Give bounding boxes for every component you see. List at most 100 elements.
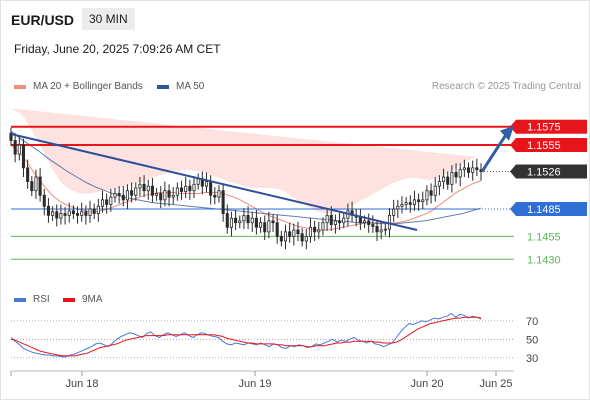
candle	[146, 185, 150, 192]
candle	[134, 187, 138, 196]
price-level-label: 1.1555	[527, 140, 561, 152]
price-level-label: 1.1455	[527, 231, 561, 243]
legend-label-9ma: 9MA	[82, 294, 103, 305]
candle	[329, 214, 333, 225]
candle	[283, 231, 288, 242]
candle	[367, 220, 371, 225]
price-tag-bg	[516, 119, 587, 134]
candle	[292, 229, 296, 237]
candle	[267, 220, 271, 233]
interval-button[interactable]: 30 MIN	[82, 8, 135, 30]
candle	[275, 222, 279, 237]
ma50-line	[10, 130, 482, 225]
legend-label-ma20: MA 20 + Bollinger Bands	[33, 81, 143, 92]
price-tag-bg	[516, 164, 587, 179]
candle	[325, 214, 329, 224]
candle	[26, 167, 30, 182]
candle	[163, 190, 167, 201]
candle	[88, 208, 92, 216]
candle	[313, 226, 317, 233]
candle	[175, 187, 179, 196]
candle	[21, 144, 26, 169]
candle	[417, 199, 421, 203]
candle	[475, 167, 479, 171]
candle	[379, 229, 383, 233]
candle	[17, 144, 21, 155]
candle	[288, 231, 292, 237]
candle	[342, 217, 346, 224]
rsi-ma-line	[10, 316, 482, 357]
candle	[138, 183, 142, 189]
candle	[383, 228, 387, 231]
candle	[321, 222, 325, 231]
rsi-tick-label: 70	[526, 316, 538, 328]
candle	[454, 172, 458, 178]
candle	[408, 202, 412, 205]
price-tag-arrow	[510, 138, 516, 152]
candle	[254, 217, 258, 228]
candle	[46, 205, 50, 216]
candle	[30, 181, 34, 192]
candle	[263, 222, 267, 233]
candle	[209, 181, 213, 196]
rsi-tick-label: 30	[526, 353, 538, 365]
candle	[242, 214, 246, 222]
candle	[358, 216, 362, 224]
candle	[317, 229, 321, 233]
candle	[150, 185, 154, 196]
candle	[458, 169, 462, 178]
candle	[412, 199, 416, 205]
candle	[171, 194, 175, 198]
candle	[34, 176, 38, 192]
chart-header: EUR/USD 30 MIN	[1, 1, 589, 37]
candle	[51, 211, 55, 216]
time-tick-label: Jun 20	[410, 378, 443, 390]
candle	[421, 199, 425, 203]
candle	[130, 190, 134, 196]
price-tag-arrow	[510, 164, 516, 179]
price-tag-bg	[516, 138, 587, 152]
candle	[67, 210, 71, 216]
candle	[192, 183, 196, 192]
time-tick-label: Jun 25	[479, 378, 512, 390]
candle	[229, 217, 233, 228]
price-tag-arrow	[510, 202, 516, 216]
candle	[433, 185, 437, 196]
candle	[296, 229, 300, 235]
candle	[55, 211, 59, 219]
candle	[437, 181, 441, 187]
price-level-label: 1.1575	[527, 122, 561, 134]
price-level-label: 1.1430	[527, 254, 561, 266]
candle	[13, 140, 17, 155]
candle	[271, 220, 275, 224]
candle	[188, 185, 192, 192]
candle	[84, 211, 88, 216]
candle	[113, 193, 117, 198]
candle	[71, 210, 75, 214]
candle	[338, 220, 342, 224]
candle	[234, 217, 238, 224]
candle	[109, 196, 113, 205]
candle	[404, 202, 408, 205]
candle	[92, 208, 96, 214]
candle	[371, 224, 375, 227]
candle	[250, 217, 254, 224]
legend-label-ma50: MA 50	[176, 81, 205, 92]
copyright-text: Research © 2025 Trading Central	[431, 81, 581, 92]
timestamp: Friday, June 20, 2025 7:09:26 AM CET	[14, 42, 221, 56]
candle	[387, 214, 392, 230]
candle	[217, 190, 221, 198]
candle	[442, 176, 446, 182]
candle	[105, 199, 109, 205]
candle	[204, 181, 209, 187]
time-tick-label: Jun 18	[65, 378, 98, 390]
price-tag-bg	[516, 202, 587, 216]
candle	[221, 190, 225, 214]
candle	[450, 172, 454, 185]
candle	[179, 187, 184, 193]
candle	[462, 167, 466, 171]
downtrend-line	[10, 133, 418, 232]
candle	[304, 236, 308, 242]
candle	[259, 222, 263, 228]
